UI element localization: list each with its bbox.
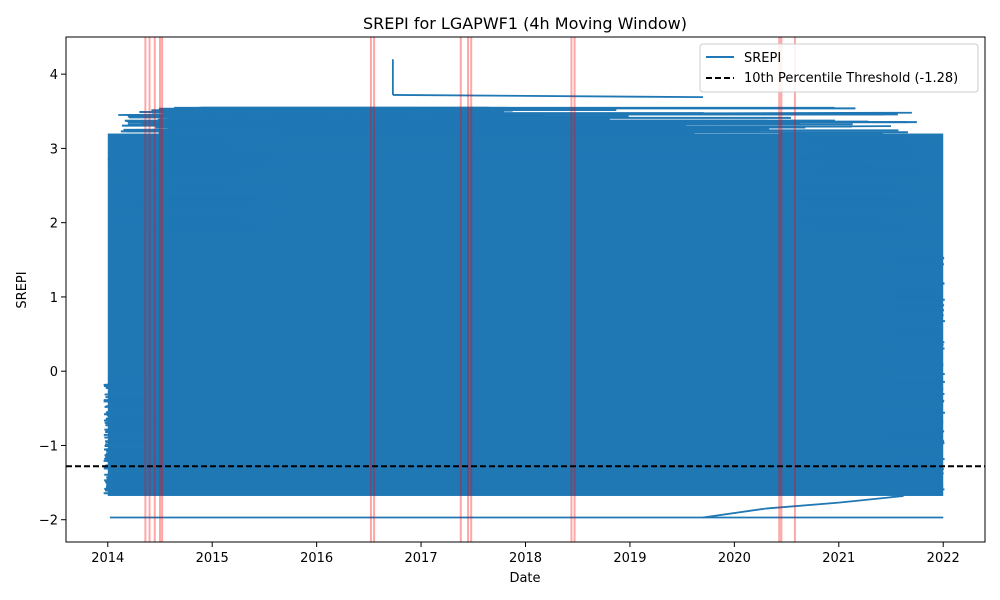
x-tick-label: 2022 — [927, 551, 960, 566]
x-tick-label: 2019 — [613, 551, 646, 566]
x-tick-label: 2016 — [300, 551, 333, 566]
y-tick-label: 2 — [50, 217, 58, 232]
x-axis-label: Date — [509, 571, 540, 586]
legend-srepi-label: SREPI — [744, 51, 781, 66]
legend-box — [699, 43, 979, 93]
y-tick-label: 3 — [50, 142, 58, 157]
legend-threshold-label: 10th Percentile Threshold (-1.28) — [744, 71, 958, 86]
x-tick-label: 2018 — [509, 551, 542, 566]
y-axis-label: SREPI — [15, 271, 30, 308]
y-tick-label: 4 — [50, 68, 58, 83]
chart-title: SREPI for LGAPWF1 (4h Moving Window) — [363, 14, 687, 33]
x-axis: 2014 2015 2016 2017 2018 2019 2020 2021 2022 — [91, 542, 960, 566]
srepi-series-line — [107, 154, 933, 161]
srepi-series-line — [702, 507, 766, 519]
x-tick-label: 2015 — [196, 551, 229, 566]
x-tick-label: 2017 — [405, 551, 438, 566]
y-tick-label: −2 — [39, 514, 58, 529]
x-tick-label: 2020 — [718, 551, 751, 566]
srepi-series-band — [107, 133, 944, 496]
y-tick-label: −1 — [39, 439, 58, 454]
srepi-series-line — [765, 501, 839, 510]
y-tick-label: 0 — [50, 365, 58, 380]
x-tick-label: 2021 — [822, 551, 855, 566]
x-tick-label: 2014 — [91, 551, 124, 566]
y-axis: −2 −1 0 1 2 3 4 — [39, 68, 66, 529]
srepi-series-line — [838, 495, 904, 504]
srepi-series-line — [392, 94, 704, 99]
srepi-series-line — [123, 125, 892, 131]
plot-area — [66, 37, 985, 542]
y-tick-label: 1 — [50, 291, 58, 306]
legend: SREPI 10th Percentile Threshold (-1.28) — [699, 43, 979, 93]
srepi-series-line — [118, 111, 912, 116]
